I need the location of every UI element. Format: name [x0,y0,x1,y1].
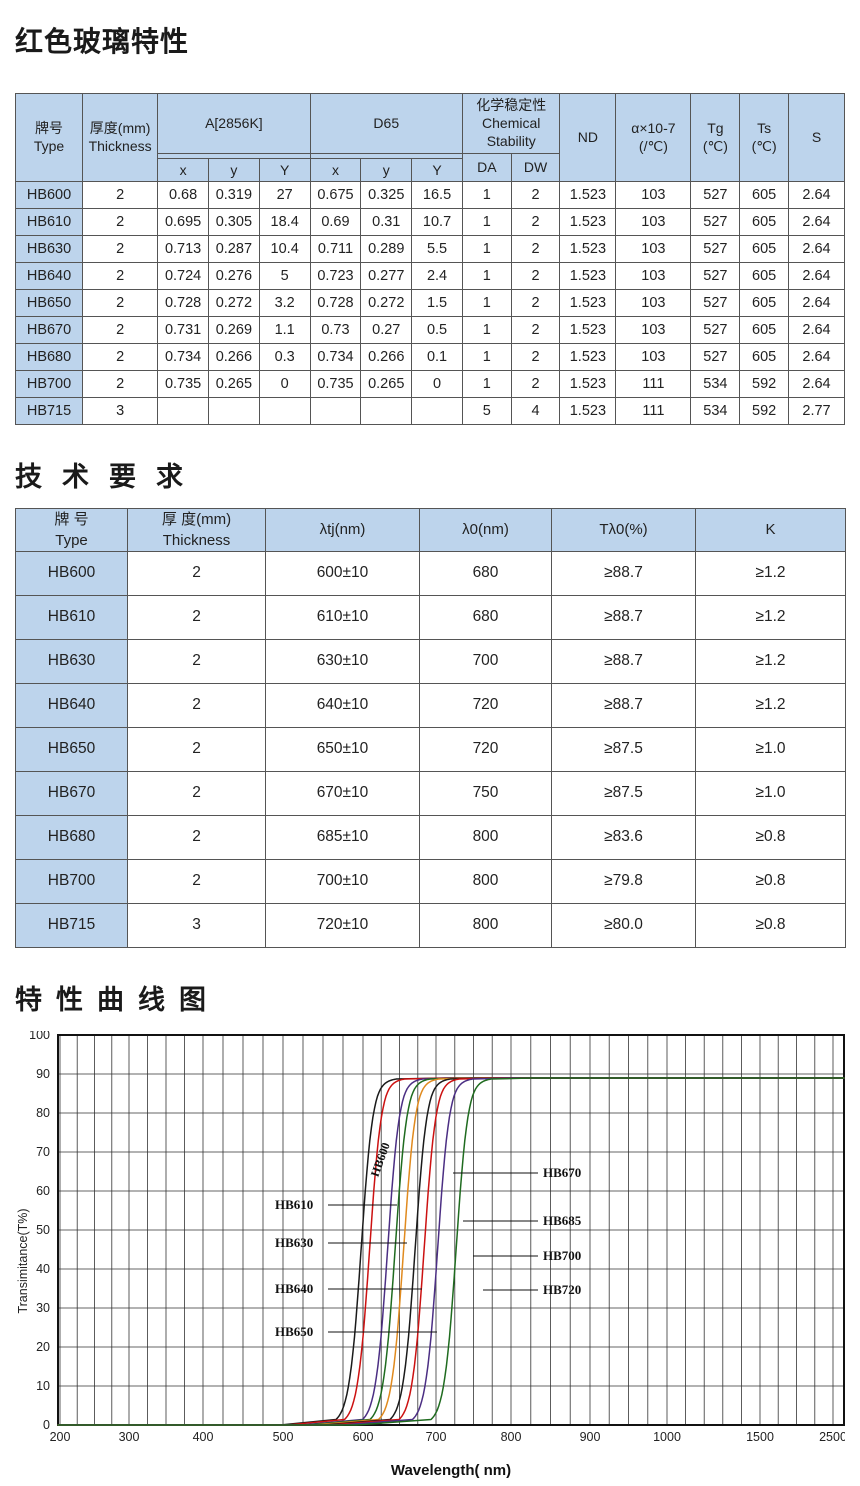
svg-text:10: 10 [36,1379,50,1393]
svg-text:500: 500 [273,1430,294,1444]
svg-text:HB700: HB700 [543,1248,581,1263]
svg-text:50: 50 [36,1223,50,1237]
svg-text:Wavelength( nm): Wavelength( nm) [391,1462,511,1479]
svg-text:800: 800 [501,1430,522,1444]
svg-text:30: 30 [36,1301,50,1315]
svg-text:HB685: HB685 [543,1213,582,1228]
svg-text:HB610: HB610 [275,1197,313,1212]
svg-text:70: 70 [36,1145,50,1159]
svg-text:1500: 1500 [746,1430,774,1444]
svg-text:40: 40 [36,1262,50,1276]
svg-text:100: 100 [29,1031,50,1042]
svg-text:90: 90 [36,1067,50,1081]
svg-text:HB670: HB670 [543,1165,581,1180]
svg-text:HB650: HB650 [275,1324,313,1339]
svg-text:600: 600 [353,1430,374,1444]
svg-text:60: 60 [36,1184,50,1198]
svg-text:300: 300 [119,1430,140,1444]
svg-text:1000: 1000 [653,1430,681,1444]
svg-text:20: 20 [36,1340,50,1354]
svg-text:HB630: HB630 [275,1235,313,1250]
svg-text:700: 700 [426,1430,447,1444]
svg-text:Transimitance(T%): Transimitance(T%) [16,1208,30,1313]
svg-text:400: 400 [193,1430,214,1444]
svg-text:HB720: HB720 [543,1282,581,1297]
svg-text:2500: 2500 [819,1430,845,1444]
svg-text:900: 900 [580,1430,601,1444]
svg-text:200: 200 [50,1430,71,1444]
svg-text:HB600: HB600 [368,1140,393,1178]
svg-text:80: 80 [36,1106,50,1120]
svg-text:HB640: HB640 [275,1281,313,1296]
